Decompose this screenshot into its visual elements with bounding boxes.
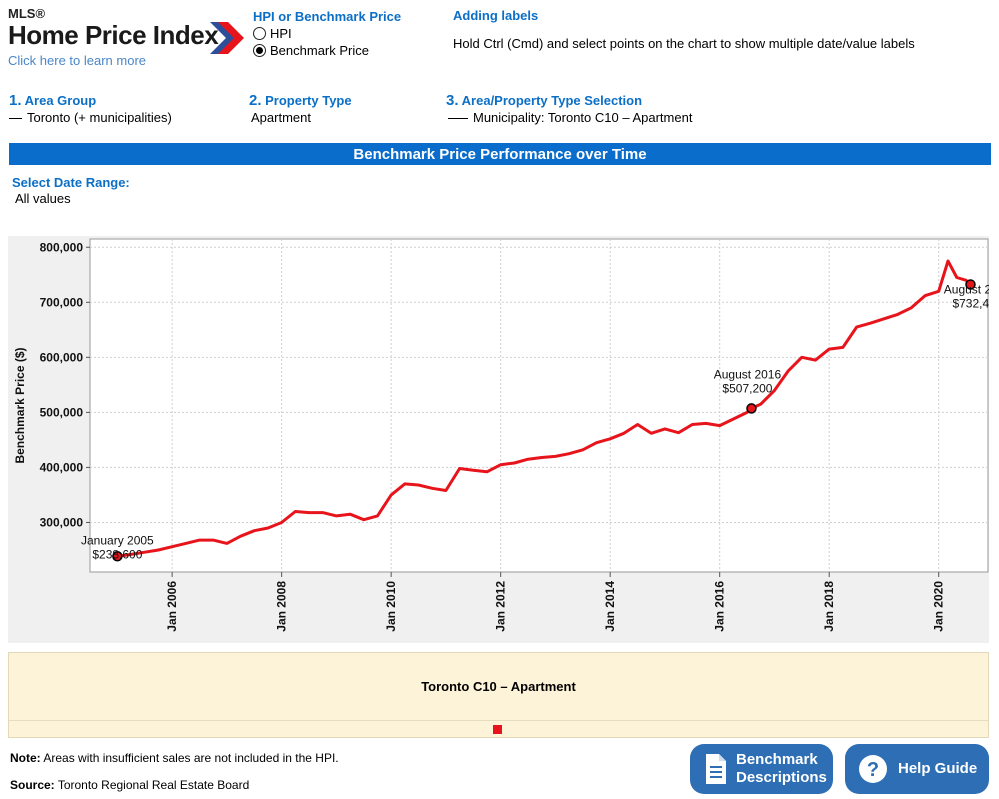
legend-series-name: Toronto C10 – Apartment	[421, 679, 576, 694]
y-tick-label: 300,000	[40, 515, 84, 529]
step-2-value: Apartment	[251, 110, 311, 125]
radio-benchmark-circle[interactable]	[253, 44, 266, 57]
source-text: Toronto Regional Real Estate Board	[57, 778, 250, 792]
plot-area	[89, 238, 989, 573]
series-line[interactable]	[117, 259, 972, 558]
chart-panel: 300,000 400,000 500,000 600,000 700,000 800,0…	[8, 236, 989, 643]
data-point-marker[interactable]	[965, 279, 976, 290]
data-point-marker[interactable]	[746, 403, 757, 414]
question-icon: ?	[859, 755, 887, 783]
x-tick-label: Jan 2010	[384, 581, 398, 632]
labels-help-text: Hold Ctrl (Cmd) and select points on the…	[453, 36, 915, 51]
x-tick-label: Jan 2012	[494, 581, 508, 632]
step-3-title: Area/Property Type Selection	[461, 93, 643, 108]
axis-layer: 300,000 400,000 500,000 600,000 700,000 800,0…	[40, 240, 946, 631]
price-chart[interactable]: 300,000 400,000 500,000 600,000 700,000 800,0…	[8, 236, 989, 643]
grid-layer	[90, 239, 988, 572]
logo-chevron-icon	[210, 22, 244, 54]
annotation-value: $507,200	[722, 381, 772, 395]
measure-selector: HPI or Benchmark Price HPI Benchmark Pri…	[253, 9, 401, 59]
help-guide-label: Help Guide	[898, 760, 978, 777]
descriptions-line-1: Benchmark	[736, 751, 818, 768]
mls-mark: MLS®	[8, 6, 46, 21]
radio-hpi-label: HPI	[270, 26, 292, 41]
hpi-logo: MLS® Home Price Index Click here to lear…	[8, 6, 244, 70]
step-selection[interactable]: 3. Area/Property Type Selection Municipa…	[446, 92, 692, 125]
annotation-date: August 2020	[944, 282, 989, 296]
dash-icon	[448, 118, 468, 120]
source-label: Source:	[10, 778, 55, 792]
chart-title-bar: Benchmark Price Performance over Time	[9, 143, 991, 165]
legend-panel: Toronto C10 – Apartment	[8, 652, 989, 738]
step-area-group[interactable]: 1. Area Group Toronto (+ municipalities)	[9, 92, 172, 125]
y-tick-label: 800,000	[40, 240, 84, 254]
annotation-date: January 2005	[81, 533, 154, 547]
step-1-title: Area Group	[24, 93, 97, 108]
x-tick-label: Jan 2006	[165, 581, 179, 632]
logo-title: Home Price Index	[8, 20, 219, 50]
date-range-selector[interactable]: Select Date Range: All values	[12, 175, 130, 206]
chart-title: Benchmark Price Performance over Time	[353, 145, 647, 163]
benchmark-descriptions-button[interactable]: Benchmark Descriptions	[690, 744, 833, 794]
y-tick-label: 600,000	[40, 350, 84, 364]
note-label: Note:	[10, 751, 41, 765]
radio-hpi[interactable]: HPI	[253, 25, 401, 42]
svg-text:?: ?	[867, 759, 879, 781]
step-1-value: Toronto (+ municipalities)	[27, 110, 172, 125]
learn-more-link[interactable]: Click here to learn more	[8, 53, 146, 68]
help-guide-button[interactable]: ? Help Guide	[845, 744, 989, 794]
labels-help-heading: Adding labels	[453, 8, 539, 23]
x-tick-label: Jan 2008	[275, 581, 289, 632]
legend-divider	[9, 720, 988, 721]
series-layer	[117, 259, 972, 558]
date-range-heading: Select Date Range:	[12, 175, 130, 190]
legend-swatch[interactable]	[493, 725, 502, 734]
note-text: Areas with insufficient sales are not in…	[43, 751, 339, 765]
y-tick-label: 700,000	[40, 295, 84, 309]
x-tick-label: Jan 2018	[822, 581, 836, 632]
step-3-number: 3.	[446, 92, 459, 109]
annotation-value: $238,600	[92, 547, 142, 561]
data-point-marker[interactable]	[112, 551, 123, 562]
radio-benchmark-label: Benchmark Price	[270, 43, 369, 58]
footer-source: Source: Toronto Regional Real Estate Boa…	[10, 778, 249, 792]
step-property-type[interactable]: 2. Property Type Apartment	[249, 92, 352, 125]
document-icon	[706, 754, 726, 784]
x-tick-label: Jan 2014	[603, 581, 617, 632]
y-tick-label: 500,000	[40, 405, 84, 419]
step-2-number: 2.	[249, 92, 262, 109]
dash-icon	[9, 118, 22, 120]
date-range-value[interactable]: All values	[15, 191, 71, 206]
radio-hpi-circle[interactable]	[253, 27, 266, 40]
annotation-date: August 2016	[714, 367, 782, 381]
step-2-title: Property Type	[265, 93, 352, 108]
measure-heading: HPI or Benchmark Price	[253, 9, 402, 24]
step-3-value: Municipality: Toronto C10 – Apartment	[473, 110, 693, 125]
y-tick-label: 400,000	[40, 460, 84, 474]
annotation-layer: January 2005$238,600 August 2016$507,200 A…	[81, 279, 989, 562]
y-axis-label: Benchmark Price ($)	[13, 347, 27, 463]
annotation-value: $732,400	[952, 296, 989, 310]
x-tick-label: Jan 2020	[932, 581, 946, 632]
step-1-number: 1.	[9, 92, 22, 109]
labels-help: Adding labels Hold Ctrl (Cmd) and select…	[453, 8, 983, 51]
radio-benchmark[interactable]: Benchmark Price	[253, 42, 401, 59]
footer-note: Note: Areas with insufficient sales are …	[10, 751, 339, 765]
x-tick-label: Jan 2016	[713, 581, 727, 632]
descriptions-line-2: Descriptions	[736, 769, 827, 786]
